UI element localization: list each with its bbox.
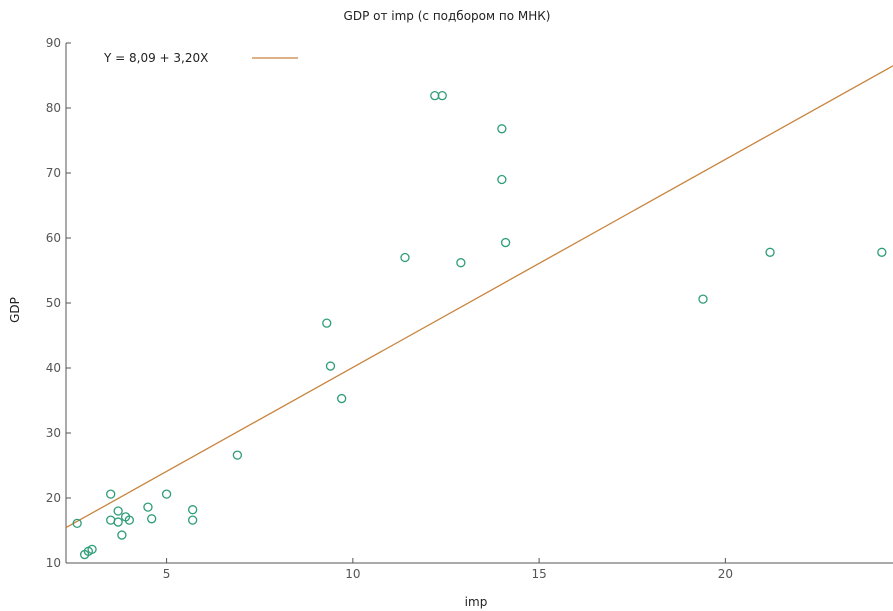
x-axis-title: imp xyxy=(465,595,488,609)
data-point xyxy=(117,530,127,540)
y-axis-title: GDP xyxy=(8,297,22,323)
data-point xyxy=(188,505,198,515)
data-point xyxy=(500,237,511,248)
data-point xyxy=(106,489,116,499)
chart-title: GDP от imp (с подбором по МНК) xyxy=(344,9,551,23)
data-point xyxy=(124,515,134,525)
fit-line-layer xyxy=(65,65,893,529)
data-point xyxy=(113,506,123,516)
x-tick-label: 10 xyxy=(345,567,360,581)
data-point xyxy=(765,247,775,257)
y-tick-label: 30 xyxy=(46,426,61,440)
data-point xyxy=(113,517,123,527)
data-point xyxy=(337,393,347,404)
data-point xyxy=(698,294,708,304)
axes: 10 20 30 40 50 60 70 80 90 5 10 15 20 xyxy=(46,36,893,581)
y-tick-label: 60 xyxy=(46,231,61,245)
y-tick-label: 20 xyxy=(46,491,61,505)
y-tick-label: 90 xyxy=(46,36,61,50)
y-tick-label: 50 xyxy=(46,296,61,310)
y-tick-label: 80 xyxy=(46,101,61,115)
data-point xyxy=(325,361,336,371)
data-point xyxy=(430,91,440,101)
data-point xyxy=(161,489,172,499)
legend-label: Y = 8,09 + 3,20X xyxy=(103,51,208,65)
data-point xyxy=(232,450,243,460)
x-tick-label: 5 xyxy=(163,567,171,581)
legend: Y = 8,09 + 3,20X xyxy=(103,51,298,65)
y-tick-label: 70 xyxy=(46,166,61,180)
data-point xyxy=(456,258,466,268)
x-tick-label: 15 xyxy=(531,567,546,581)
data-point xyxy=(143,502,153,512)
data-point xyxy=(437,91,447,101)
data-point xyxy=(106,515,116,525)
data-point xyxy=(497,174,507,185)
points-layer xyxy=(72,91,887,560)
data-point xyxy=(497,124,507,134)
data-point xyxy=(87,544,97,554)
data-point xyxy=(400,252,410,263)
x-tick-label: 20 xyxy=(718,567,733,581)
y-tick-label: 10 xyxy=(46,556,61,570)
data-point xyxy=(322,318,332,328)
data-point xyxy=(188,515,198,525)
data-point xyxy=(147,514,157,524)
data-point xyxy=(877,247,887,257)
fit-line xyxy=(65,65,893,529)
y-tick-label: 40 xyxy=(46,361,61,375)
data-point xyxy=(72,518,82,528)
